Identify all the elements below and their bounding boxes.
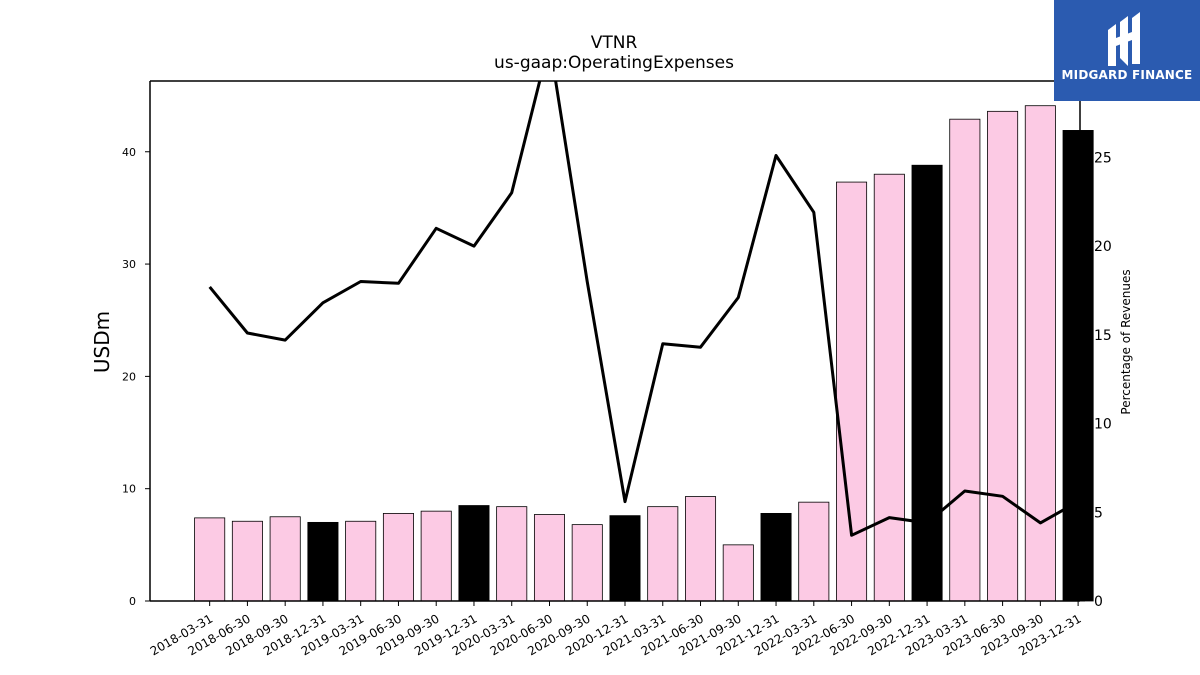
bar-2019-09-30 (420, 510, 452, 602)
y-tick-label: 0 (129, 595, 136, 608)
bar-2020-06-30 (533, 514, 565, 602)
bar-2018-12-31 (307, 521, 339, 602)
y2-tick-label: 0 (1094, 594, 1103, 610)
bar-2020-12-31 (609, 515, 641, 602)
bar-2018-09-30 (269, 516, 301, 602)
y-axis-label: USDm (90, 311, 114, 373)
bar-2021-06-30 (685, 496, 717, 602)
y-tick-label: 20 (122, 370, 136, 383)
bar-2020-03-31 (496, 506, 528, 602)
chart-title: VTNR (591, 33, 638, 53)
y2-tick-label: 10 (1094, 417, 1112, 433)
bar-2022-03-31 (798, 501, 830, 602)
y-tick-label: 40 (122, 146, 136, 159)
y2-tick-label: 25 (1094, 150, 1112, 166)
y2-tick-label: 5 (1094, 505, 1103, 521)
y2-axis-label: Percentage of Revenues (1119, 269, 1133, 414)
bar-2021-09-30 (722, 544, 754, 602)
y2-tick-label: 15 (1094, 328, 1112, 344)
bar-2023-06-30 (987, 110, 1019, 602)
bar-2023-03-31 (949, 118, 981, 602)
y-tick-label: 10 (122, 483, 136, 496)
brand-text: MIDGARD FINANCE (1061, 68, 1193, 82)
bar-2019-06-30 (382, 512, 414, 602)
bar-2022-06-30 (836, 181, 868, 602)
bar-2019-03-31 (345, 520, 377, 602)
midgard-logo-icon (1108, 12, 1140, 66)
chart-subtitle: us-gaap:OperatingExpenses (494, 53, 734, 73)
bar-2021-12-31 (760, 512, 792, 602)
percentage-line (208, 81, 1079, 537)
bars-group (194, 105, 1094, 602)
bar-2018-03-31 (194, 517, 226, 602)
bar-2018-06-30 (231, 520, 263, 602)
y2-tick-label: 20 (1094, 239, 1112, 255)
bar-2020-09-30 (571, 524, 603, 602)
line-group (208, 81, 1079, 537)
bar-2023-09-30 (1024, 105, 1056, 602)
y-tick-label: 30 (122, 258, 136, 271)
bar-2019-12-31 (458, 505, 490, 602)
brand-logo: MIDGARD FINANCE (1054, 0, 1200, 101)
bar-2022-12-31 (911, 164, 943, 602)
bar-2023-12-31 (1062, 130, 1094, 602)
bar-2021-03-31 (647, 506, 679, 602)
bar-2022-09-30 (873, 173, 905, 602)
